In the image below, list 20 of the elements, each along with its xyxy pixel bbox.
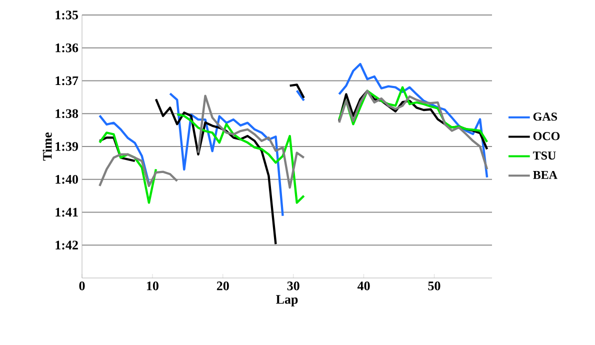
- legend-label: GAS: [533, 112, 557, 121]
- y-tick-label: 1:42: [56, 240, 78, 250]
- legend-label: TSU: [533, 152, 556, 160]
- y-tick-label: 1:35: [56, 10, 78, 20]
- y-tick-label: 1:41: [56, 208, 78, 217]
- y-tick-label: 1:38: [56, 109, 78, 118]
- x-tick-label: 40: [357, 282, 370, 290]
- x-tick-label: 50: [428, 282, 440, 290]
- y-tick-label: 1:40: [56, 174, 78, 184]
- y-axis-title: Time: [42, 132, 52, 161]
- x-tick-label: 0: [79, 282, 85, 290]
- y-tick-label: 1:36: [56, 43, 78, 52]
- x-tick-label: 30: [287, 282, 300, 290]
- x-tick-label: 20: [216, 282, 229, 290]
- y-tick-label: 1:39: [56, 142, 78, 151]
- x-tick-label: 10: [146, 282, 158, 290]
- legend-label: BEA: [533, 170, 558, 179]
- legend-label: OCO: [533, 132, 560, 140]
- y-tick-label: 1:37: [56, 76, 78, 86]
- x-axis-title: Lap: [276, 295, 298, 306]
